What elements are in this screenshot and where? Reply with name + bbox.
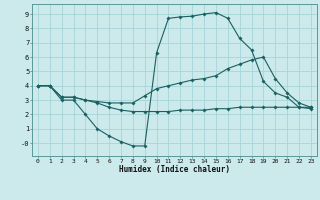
X-axis label: Humidex (Indice chaleur): Humidex (Indice chaleur) [119,165,230,174]
